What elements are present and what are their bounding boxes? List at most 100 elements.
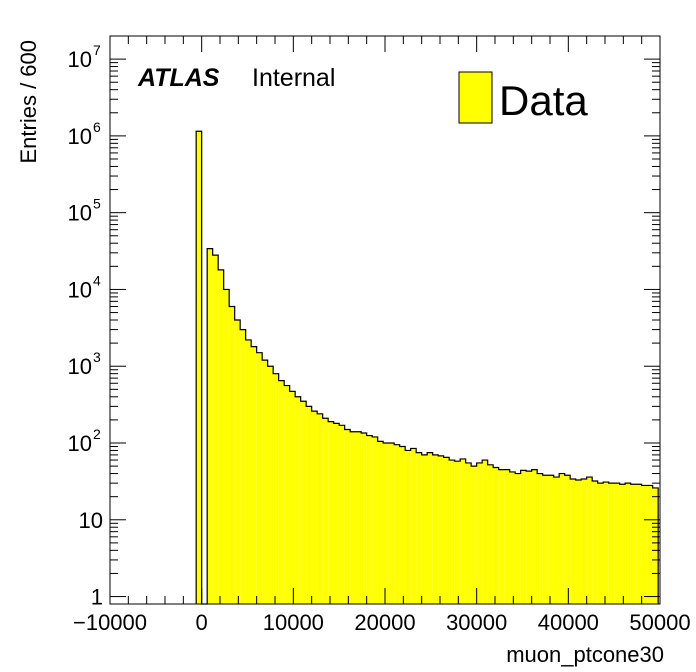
- y-tick-base: 10: [79, 508, 103, 533]
- y-tick-label: 10: [79, 508, 103, 533]
- histogram-bar: [223, 289, 230, 604]
- histogram-bar: [449, 460, 455, 604]
- histogram-bar: [355, 431, 362, 604]
- histogram-bar: [454, 461, 461, 604]
- x-axis-title: muon_ptcone30: [506, 642, 664, 667]
- histogram-bar: [559, 473, 565, 604]
- histogram-bar: [443, 457, 450, 604]
- x-tick-label: −10000: [73, 610, 147, 635]
- y-tick-base: 10: [68, 431, 92, 456]
- y-tick-base: 10: [68, 354, 92, 379]
- histogram-bar: [619, 484, 626, 604]
- histogram-bar: [586, 477, 593, 604]
- histogram-bar: [405, 450, 411, 604]
- histogram-bar: [322, 418, 329, 604]
- y-tick-label: 10 5: [68, 196, 101, 226]
- histogram-bar: [493, 467, 499, 604]
- histogram-bar: [597, 483, 604, 604]
- histogram-bar: [553, 477, 560, 604]
- histogram-bar: [218, 269, 224, 604]
- histogram-bar: [487, 464, 494, 604]
- y-tick-base: 10: [68, 47, 92, 72]
- y-tick-base: 10: [68, 201, 92, 226]
- histogram-bar: [471, 466, 477, 604]
- histogram-bar: [394, 444, 400, 604]
- histogram-bar: [636, 484, 642, 604]
- histogram-bar: [564, 475, 571, 604]
- histogram-bar: [245, 339, 252, 604]
- histogram-bar: [207, 248, 213, 604]
- histogram-bar: [460, 458, 466, 604]
- x-tick-label: 10000: [263, 610, 324, 635]
- histogram-bar: [278, 380, 285, 604]
- histogram-bar: [641, 485, 648, 604]
- legend: Data: [458, 71, 588, 124]
- y-tick-base: 1: [91, 585, 103, 610]
- histogram-bar: [333, 423, 340, 604]
- histogram-bars: [196, 131, 659, 605]
- histogram-bar: [388, 443, 395, 604]
- axis-ticks: [109, 35, 661, 604]
- histogram-bar: [251, 346, 257, 604]
- histogram-bar: [366, 435, 373, 604]
- y-tick-base: 10: [68, 124, 92, 149]
- histogram-bar: [542, 475, 549, 604]
- histogram-bar: [438, 455, 444, 604]
- histogram-bar: [328, 421, 334, 604]
- histogram-bar: [482, 460, 488, 604]
- x-tick-label: 30000: [446, 610, 507, 635]
- histogram-bar: [537, 473, 543, 604]
- histogram-bar: [196, 131, 202, 605]
- histogram-bar: [548, 475, 554, 604]
- histogram-bar: [476, 462, 483, 604]
- histogram-bar: [581, 478, 587, 604]
- histogram-outline: [195, 130, 659, 605]
- histogram-bar: [427, 452, 433, 604]
- legend-entry: Data: [499, 77, 588, 124]
- x-tick-label: 40000: [538, 610, 599, 635]
- histogram-bar: [256, 352, 263, 604]
- histogram-bar: [410, 448, 417, 604]
- histogram-bar: [515, 473, 521, 604]
- histogram-bar: [306, 406, 312, 604]
- x-tick-label: 50000: [629, 610, 690, 635]
- atlas-label: ATLAS: [137, 64, 220, 92]
- histogram-bar: [234, 320, 241, 604]
- histogram-bar: [262, 360, 268, 604]
- y-tick-exponent: 7: [93, 42, 101, 58]
- x-tick-label: 0: [196, 610, 208, 635]
- y-tick-base: 10: [68, 277, 92, 302]
- histogram-bar: [520, 470, 527, 604]
- histogram-bar: [295, 396, 301, 604]
- y-tick-exponent: 5: [93, 196, 101, 212]
- x-tick-label: 20000: [354, 610, 415, 635]
- y-tick-label: 10 3: [68, 349, 101, 379]
- histogram-bar: [317, 413, 323, 604]
- histogram-bar: [531, 469, 538, 604]
- histogram-bar: [311, 411, 318, 604]
- legend-swatch: [458, 71, 493, 124]
- y-tick-label: 10 2: [68, 426, 101, 456]
- atlas-status-label: Internal: [252, 64, 335, 92]
- histogram-bar: [575, 479, 582, 604]
- histogram-bar: [652, 487, 659, 604]
- histogram-bar: [416, 452, 422, 604]
- histogram-bar: [339, 425, 345, 604]
- y-axis-title: Entries / 600: [16, 40, 41, 164]
- histogram-bar: [289, 391, 296, 604]
- histogram-bar: [592, 481, 598, 604]
- plot-frame: [109, 35, 661, 605]
- y-tick-exponent: 4: [93, 272, 101, 288]
- y-tick-exponent: 6: [93, 119, 101, 135]
- histogram-bar: [372, 436, 378, 604]
- histogram-bar: [614, 483, 620, 604]
- y-tick-label: 10 7: [68, 42, 101, 72]
- histogram-bar: [344, 429, 351, 604]
- histogram-bar: [361, 433, 367, 604]
- histogram-bar: [421, 454, 428, 604]
- histogram-bar: [267, 366, 274, 604]
- histogram-bar: [526, 471, 532, 604]
- histogram-bar: [273, 373, 279, 604]
